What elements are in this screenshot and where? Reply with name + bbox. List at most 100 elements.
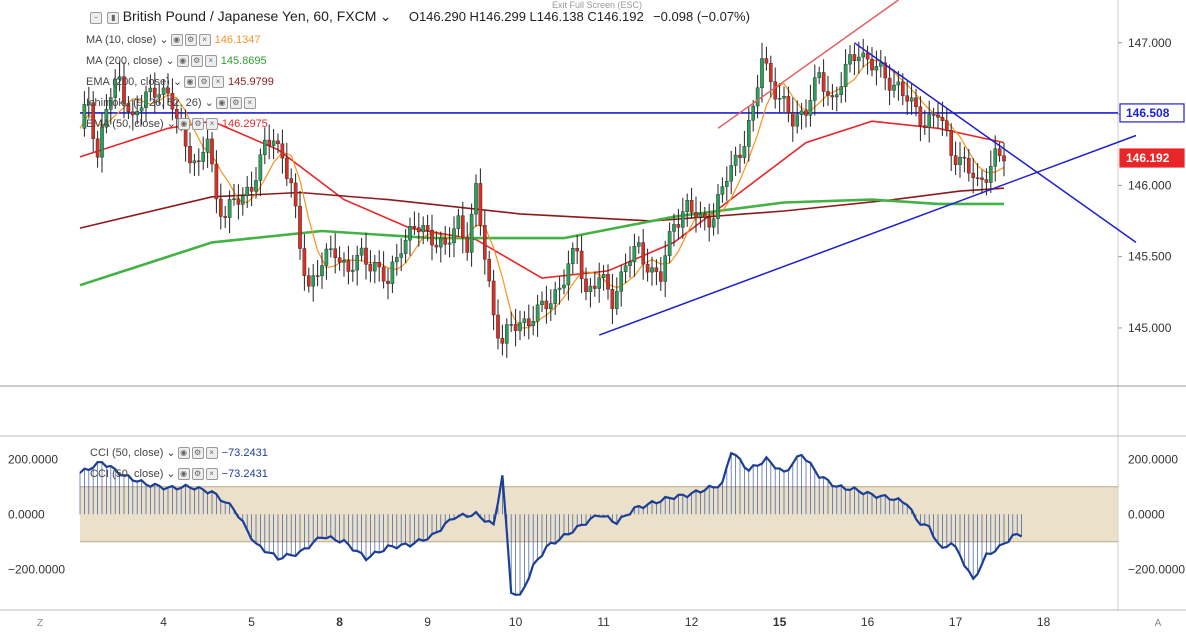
settings-icon[interactable]: ⚙ <box>191 468 204 481</box>
settings-icon[interactable]: ⚙ <box>184 34 197 47</box>
indicator-row[interactable]: MA (10, close) ⌄ ◉ ⚙ × 146.1347 <box>86 33 260 47</box>
candle-body <box>337 257 342 263</box>
price-tag-label: 146.192 <box>1126 151 1170 165</box>
candle-body <box>469 213 474 253</box>
candle-body <box>579 250 584 280</box>
indicator-row[interactable]: MA (200, close) ⌄ ◉ ⚙ × 145.8695 <box>86 54 267 68</box>
candle-body <box>729 165 733 182</box>
cci-value: −73.2431 <box>221 447 268 459</box>
candle-body <box>100 126 104 158</box>
candle-body <box>320 265 324 277</box>
candle-body <box>196 160 201 162</box>
settings-icon[interactable]: ⚙ <box>191 118 204 131</box>
eye-icon[interactable]: ◉ <box>184 76 197 89</box>
candle-body <box>483 225 487 260</box>
symbol-title[interactable]: British Pound / Japanese Yen, 60, FXCM <box>122 8 377 24</box>
candle-body <box>971 172 975 178</box>
price-tick-label: 146.000 <box>1128 178 1172 192</box>
close-icon[interactable]: × <box>205 468 218 481</box>
eye-icon[interactable]: ◉ <box>215 97 228 110</box>
x-tick-label: 15 <box>773 615 787 629</box>
candle-body <box>650 267 654 273</box>
trendline <box>598 134 1137 336</box>
cci-row[interactable]: CCI (50, close) ⌄ ◉ ⚙ × −73.2431 <box>90 467 268 481</box>
candle-body <box>249 186 254 192</box>
cci-row[interactable]: CCI (50, close) ⌄ ◉ ⚙ × −73.2431 <box>90 446 268 460</box>
eye-icon[interactable]: ◉ <box>170 34 183 47</box>
close-icon[interactable]: × <box>204 55 217 68</box>
candle-body <box>276 140 280 145</box>
indicator-row[interactable]: EMA (50, close) ⌄ ◉ ⚙ × 146.2975 <box>86 117 268 131</box>
candle-body <box>456 215 461 229</box>
candle-body <box>342 260 346 263</box>
close-icon[interactable]: × <box>205 447 218 460</box>
candle-body <box>240 195 245 205</box>
candle-body <box>945 120 949 131</box>
candle-body <box>755 87 760 107</box>
candle-body <box>461 215 465 238</box>
collapse-icon[interactable]: − <box>90 11 102 24</box>
candle-body <box>980 177 984 180</box>
settings-icon[interactable]: ⚙ <box>190 55 203 68</box>
price-tag-box <box>1119 103 1185 123</box>
exit-fullscreen-hint[interactable]: Exit Full Screen (ESC) <box>552 0 643 10</box>
candle-body <box>962 156 967 159</box>
candle-body <box>557 287 562 290</box>
candle-body <box>879 62 883 67</box>
candle-body <box>694 212 698 218</box>
eye-icon[interactable]: ◉ <box>176 55 189 68</box>
indicator-row[interactable]: EMA (200, close) ⌄ ◉ ⚙ × 145.9799 <box>86 75 274 89</box>
candle-body <box>958 156 962 165</box>
candle-body <box>896 81 901 86</box>
candle-body <box>377 261 382 268</box>
candle-body <box>522 318 527 323</box>
candle-body <box>351 269 355 272</box>
candle-body <box>562 284 566 289</box>
eye-icon[interactable]: ◉ <box>177 118 190 131</box>
close-icon[interactable]: × <box>198 34 211 47</box>
eye-icon[interactable]: ◉ <box>177 447 190 460</box>
cci-label: CCI (50, close) ⌄ <box>90 447 176 459</box>
candle-body <box>967 157 971 174</box>
settings-icon[interactable]: ⚙ <box>198 76 211 89</box>
candle-body <box>214 163 219 200</box>
candle-body <box>86 102 91 105</box>
close-icon[interactable]: × <box>205 118 218 131</box>
candle-body <box>623 265 628 273</box>
symbol-flag-icon: ▮ <box>107 11 120 24</box>
candle-body <box>795 114 799 127</box>
candle-body <box>329 248 333 250</box>
candle-body <box>192 160 197 164</box>
candle-body <box>927 114 931 128</box>
candle-body <box>324 248 329 266</box>
candle-body <box>707 217 711 228</box>
candle-body <box>82 104 87 129</box>
candle-body <box>355 254 360 271</box>
overlay-line <box>79 198 1004 287</box>
candle-body <box>403 239 408 254</box>
candle-body <box>861 52 865 58</box>
close-icon[interactable]: × <box>212 76 225 89</box>
x-tick-label: 12 <box>685 615 699 629</box>
candle-body <box>553 289 557 304</box>
eye-icon[interactable]: ◉ <box>177 468 190 481</box>
candle-body <box>769 63 773 82</box>
settings-icon[interactable]: ⚙ <box>229 97 242 110</box>
candle-body <box>716 194 720 219</box>
candle-body <box>201 152 206 162</box>
chevron-down-icon[interactable]: ⌄ <box>379 8 392 24</box>
candle-body <box>821 72 826 92</box>
candle-body <box>764 58 769 64</box>
candle-body <box>148 87 153 93</box>
candle-body <box>443 238 448 245</box>
candle-body <box>509 324 514 326</box>
candle-body <box>130 111 135 116</box>
close-icon[interactable]: × <box>243 97 256 110</box>
candle-body <box>733 154 738 166</box>
settings-icon[interactable]: ⚙ <box>191 447 204 460</box>
overlay-line <box>79 120 1005 279</box>
candle-body <box>399 253 404 258</box>
indicator-row[interactable]: Ichimoku (9, 26, 52, 26) ⌄ ◉ ⚙ × <box>86 96 256 110</box>
candle-body <box>439 238 443 248</box>
cci-tick-label-right: −200.0000 <box>1128 562 1185 576</box>
